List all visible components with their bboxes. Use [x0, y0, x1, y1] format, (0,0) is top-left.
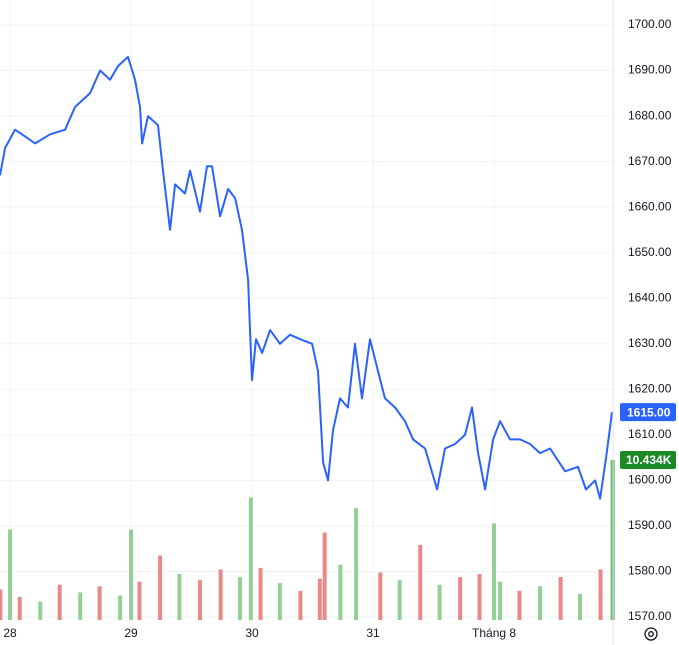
volume-bar	[317, 578, 322, 620]
volume-bar	[218, 569, 223, 620]
volume-bar	[158, 555, 163, 620]
y-tick-label: 1580.00	[628, 564, 672, 578]
y-tick-label: 1660.00	[628, 199, 672, 213]
y-tick-label: 1670.00	[628, 154, 672, 168]
y-tick-label: 1610.00	[628, 427, 672, 441]
x-tick-label: 31	[366, 626, 380, 640]
volume-bar	[137, 581, 142, 620]
volume-bar	[558, 577, 563, 620]
volume-bar	[129, 529, 134, 620]
x-tick-label: Tháng 8	[472, 626, 516, 640]
volume-bar	[538, 586, 543, 620]
volume-bar	[322, 532, 327, 620]
volume-bar	[198, 580, 203, 620]
volume-bar	[338, 564, 343, 620]
settings-inner	[648, 631, 654, 637]
volume-bar	[248, 497, 253, 620]
price-badge	[620, 403, 676, 422]
volume-bar	[598, 569, 603, 620]
y-tick-label: 1600.00	[628, 473, 672, 487]
volume-bar	[17, 597, 22, 620]
x-tick-label: 28	[3, 626, 17, 640]
volume-bar	[8, 529, 13, 620]
settings-outer	[644, 627, 658, 641]
volume-bar	[577, 593, 582, 620]
volume-bar	[97, 586, 102, 620]
price-line	[0, 55, 613, 500]
x-tick-label: 29	[124, 626, 138, 640]
volume-bar	[498, 581, 503, 620]
volume-bar	[177, 574, 182, 620]
volume-bar	[118, 595, 123, 620]
y-tick-label: 1590.00	[628, 518, 672, 532]
volume-bar	[277, 583, 282, 620]
volume-bar	[78, 592, 83, 620]
volume-badge	[620, 451, 676, 470]
volume-bar	[397, 580, 402, 620]
volume-bar	[458, 577, 463, 620]
volume-bar	[258, 567, 263, 620]
y-tick-label: 1650.00	[628, 245, 672, 259]
volume-bar	[418, 544, 423, 620]
volume-bar	[0, 589, 3, 620]
y-tick-label: 1700.00	[628, 17, 672, 31]
x-tick-label: 30	[245, 626, 259, 640]
volume-bar	[378, 572, 383, 620]
volume-bar	[38, 601, 43, 620]
volume-bar	[477, 574, 482, 620]
settings-icon[interactable]	[644, 627, 658, 641]
volume-bar	[354, 508, 359, 620]
volume-badge-label: 10.434K	[626, 453, 672, 467]
y-tick-label: 1690.00	[628, 63, 672, 77]
volume-bar	[298, 590, 303, 620]
y-tick-label: 1570.00	[628, 609, 672, 623]
y-tick-label: 1630.00	[628, 336, 672, 350]
y-tick-label: 1680.00	[628, 108, 672, 122]
y-tick-label: 1620.00	[628, 382, 672, 396]
volume-bar	[517, 590, 522, 620]
volume-bar	[57, 584, 62, 620]
grid	[0, 0, 613, 620]
volume-bar	[237, 577, 242, 620]
y-tick-label: 1640.00	[628, 290, 672, 304]
price-badge-label: 1615.00	[627, 405, 671, 419]
volume-bar	[437, 584, 442, 620]
volume-bar	[492, 523, 497, 620]
